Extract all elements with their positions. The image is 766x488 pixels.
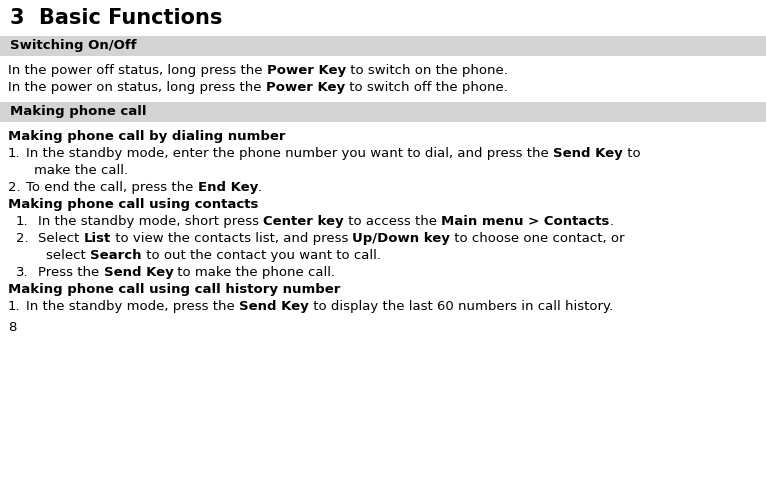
Text: 1.: 1. xyxy=(8,300,21,313)
Text: Making phone call using call history number: Making phone call using call history num… xyxy=(8,283,340,296)
Text: In the standby mode, short press: In the standby mode, short press xyxy=(38,215,264,228)
Text: Send Key: Send Key xyxy=(239,300,309,313)
Text: 2.: 2. xyxy=(16,232,28,245)
Text: to choose one contact, or: to choose one contact, or xyxy=(450,232,625,245)
Text: Search: Search xyxy=(90,249,142,262)
Text: to access the: to access the xyxy=(344,215,441,228)
Text: Select: Select xyxy=(38,232,83,245)
Text: In the power off status, long press the: In the power off status, long press the xyxy=(8,64,267,77)
Text: to switch on the phone.: to switch on the phone. xyxy=(346,64,508,77)
Text: Center key: Center key xyxy=(264,215,344,228)
Text: End Key: End Key xyxy=(198,181,258,194)
Text: List: List xyxy=(83,232,111,245)
Text: 2.: 2. xyxy=(8,181,21,194)
Text: 1.: 1. xyxy=(16,215,28,228)
Text: to view the contacts list, and press: to view the contacts list, and press xyxy=(111,232,352,245)
Text: Making phone call: Making phone call xyxy=(10,105,146,118)
Text: to out the contact you want to call.: to out the contact you want to call. xyxy=(142,249,381,262)
Text: 1.: 1. xyxy=(8,147,21,160)
Text: Making phone call by dialing number: Making phone call by dialing number xyxy=(8,130,286,143)
Text: Switching On/Off: Switching On/Off xyxy=(10,39,136,52)
Text: Power Key: Power Key xyxy=(266,81,345,94)
Text: select: select xyxy=(46,249,90,262)
Text: In the standby mode, press the: In the standby mode, press the xyxy=(26,300,239,313)
Text: To end the call, press the: To end the call, press the xyxy=(26,181,198,194)
Text: .: . xyxy=(258,181,262,194)
Text: to display the last 60 numbers in call history.: to display the last 60 numbers in call h… xyxy=(309,300,613,313)
Text: to make the phone call.: to make the phone call. xyxy=(173,266,336,279)
Text: .: . xyxy=(610,215,614,228)
Text: Main menu > Contacts: Main menu > Contacts xyxy=(441,215,610,228)
Text: Press the: Press the xyxy=(38,266,103,279)
Bar xyxy=(0,102,766,122)
Text: 8: 8 xyxy=(8,321,16,334)
Text: 3.: 3. xyxy=(16,266,28,279)
Text: make the call.: make the call. xyxy=(34,164,128,177)
Text: In the power on status, long press the: In the power on status, long press the xyxy=(8,81,266,94)
Text: Send Key: Send Key xyxy=(553,147,623,160)
Text: Making phone call using contacts: Making phone call using contacts xyxy=(8,198,258,211)
Text: 3  Basic Functions: 3 Basic Functions xyxy=(10,8,222,28)
Text: to switch off the phone.: to switch off the phone. xyxy=(345,81,508,94)
Text: Power Key: Power Key xyxy=(267,64,346,77)
Text: Up/Down key: Up/Down key xyxy=(352,232,450,245)
Text: to: to xyxy=(623,147,640,160)
Bar xyxy=(0,36,766,56)
Text: In the standby mode, enter the phone number you want to dial, and press the: In the standby mode, enter the phone num… xyxy=(26,147,553,160)
Text: Send Key: Send Key xyxy=(103,266,173,279)
